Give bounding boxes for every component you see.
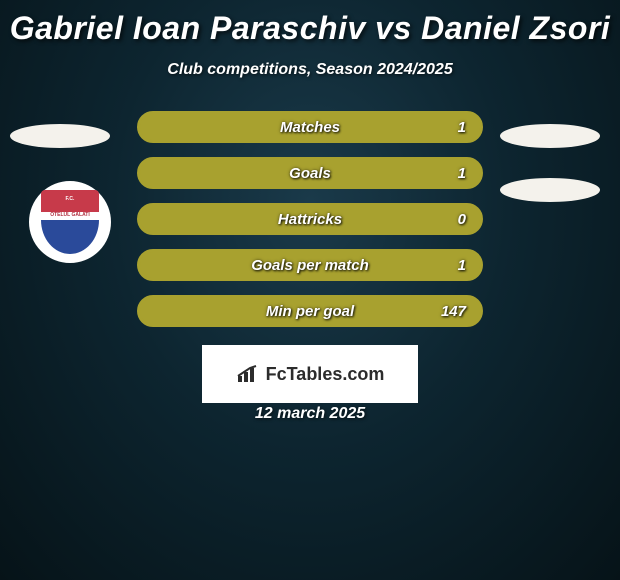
stat-row: Goals 1 bbox=[137, 157, 483, 189]
stat-label: Goals bbox=[289, 165, 331, 182]
player-badge-ellipse bbox=[500, 124, 600, 148]
stat-value: 1 bbox=[458, 257, 466, 274]
site-logo-inner: FcTables.com bbox=[205, 348, 415, 400]
stat-row: Goals per match 1 bbox=[137, 249, 483, 281]
club-crest: F.C. OTELUL GALATI bbox=[29, 181, 111, 263]
stat-row: Min per goal 147 bbox=[137, 295, 483, 327]
player-badge-ellipse bbox=[500, 178, 600, 202]
stat-row: Hattricks 0 bbox=[137, 203, 483, 235]
stat-value: 1 bbox=[458, 165, 466, 182]
site-logo-text: FcTables.com bbox=[266, 364, 385, 385]
player-badge-ellipse bbox=[10, 124, 110, 148]
stat-row: Matches 1 bbox=[137, 111, 483, 143]
stat-label: Min per goal bbox=[266, 303, 354, 320]
stat-label: Hattricks bbox=[278, 211, 342, 228]
stat-label: Goals per match bbox=[251, 257, 369, 274]
stat-value: 1 bbox=[458, 119, 466, 136]
stat-value: 0 bbox=[458, 211, 466, 228]
subtitle: Club competitions, Season 2024/2025 bbox=[0, 61, 620, 79]
crest-top-text: F.C. bbox=[41, 196, 99, 202]
date: 12 march 2025 bbox=[0, 405, 620, 423]
stat-label: Matches bbox=[280, 119, 340, 136]
site-logo-box: FcTables.com bbox=[202, 345, 418, 403]
page-title: Gabriel Ioan Paraschiv vs Daniel Zsori bbox=[0, 0, 620, 47]
stat-value: 147 bbox=[441, 303, 466, 320]
chart-icon bbox=[236, 364, 262, 384]
crest-bot-stripe bbox=[41, 220, 99, 254]
crest-mid-text: OTELUL GALATI bbox=[41, 212, 99, 218]
crest-shield: F.C. OTELUL GALATI bbox=[41, 190, 99, 254]
